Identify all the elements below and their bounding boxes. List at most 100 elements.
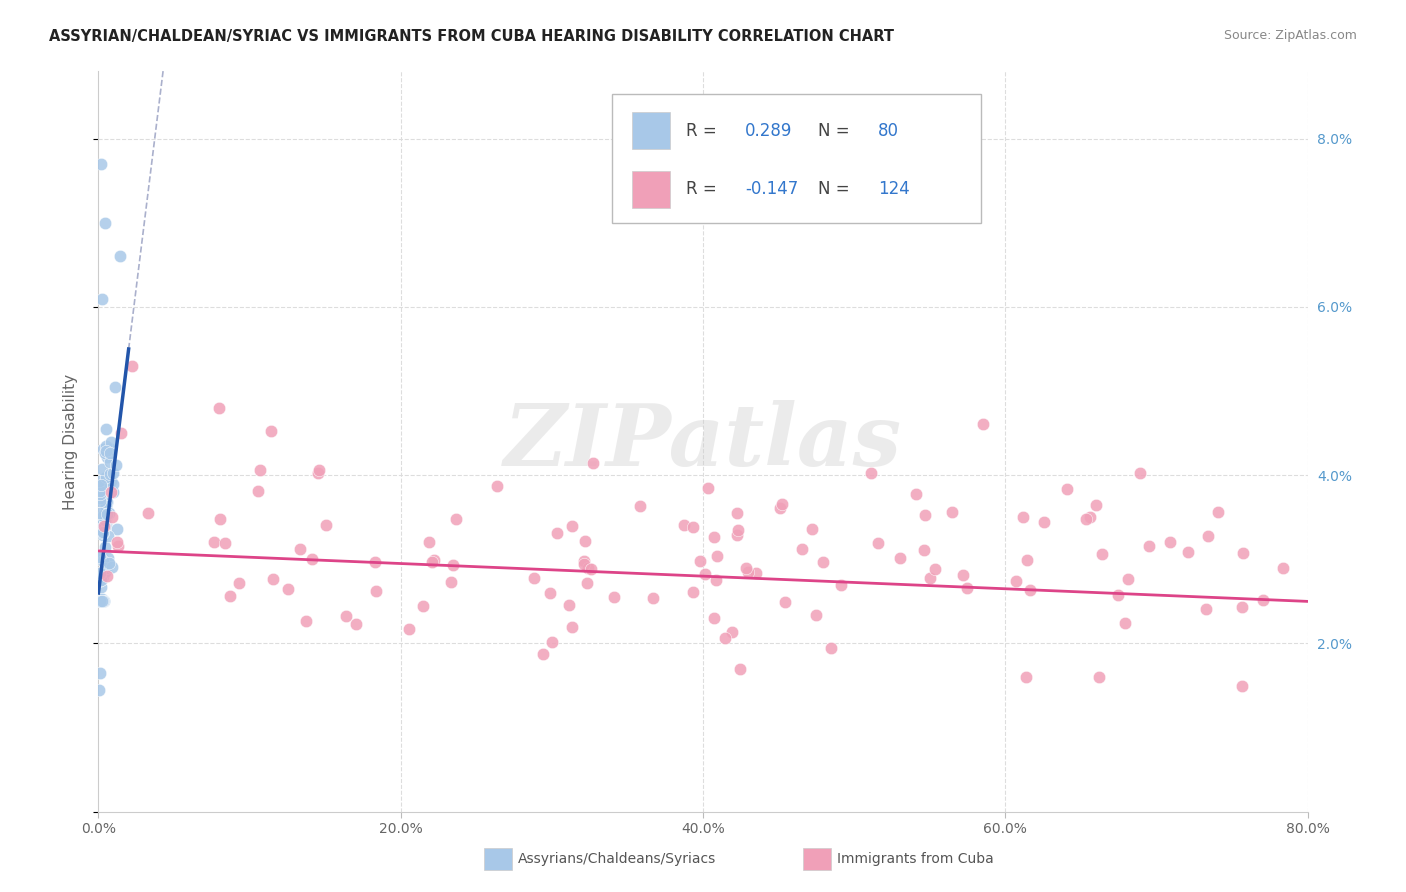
- Point: [1108, 588, 1130, 602]
- Point: [219, 589, 242, 603]
- Point: [1137, 539, 1160, 553]
- Point: [703, 530, 725, 544]
- Point: [91, 509, 114, 524]
- Point: [228, 576, 250, 591]
- Point: [89, 507, 111, 521]
- Point: [90, 594, 112, 608]
- Point: [90, 461, 112, 475]
- Point: [89, 491, 111, 505]
- Point: [412, 599, 434, 614]
- Point: [546, 525, 568, 540]
- Point: [91, 594, 114, 608]
- Point: [89, 494, 111, 508]
- Point: [792, 542, 814, 557]
- Point: [121, 359, 143, 373]
- Point: [725, 528, 748, 542]
- Point: [90, 594, 112, 608]
- Point: [830, 578, 852, 592]
- Point: [1017, 553, 1039, 567]
- Point: [952, 568, 974, 582]
- Point: [98, 455, 121, 469]
- Point: [575, 576, 598, 591]
- Point: [93, 528, 115, 542]
- Point: [1128, 466, 1150, 480]
- Point: [1091, 547, 1114, 561]
- Point: [1019, 582, 1042, 597]
- Point: [100, 474, 122, 488]
- Point: [89, 682, 111, 697]
- Point: [93, 525, 115, 540]
- Point: [87, 474, 110, 488]
- Point: [1012, 510, 1035, 524]
- Point: [602, 591, 624, 605]
- Point: [108, 250, 131, 264]
- Point: [101, 510, 124, 524]
- Point: [97, 557, 120, 571]
- Point: [956, 581, 979, 595]
- Point: [582, 456, 605, 470]
- Point: [89, 574, 111, 588]
- Point: [1272, 561, 1295, 575]
- Point: [398, 622, 420, 636]
- Point: [581, 562, 603, 576]
- Point: [94, 517, 117, 532]
- Point: [1194, 602, 1216, 616]
- Point: [628, 499, 651, 513]
- Point: [972, 417, 994, 431]
- Point: [98, 467, 121, 481]
- Point: [91, 523, 114, 537]
- Point: [441, 558, 464, 572]
- Point: [1088, 670, 1111, 684]
- Point: [94, 509, 117, 524]
- Point: [769, 500, 792, 515]
- Point: [912, 543, 935, 558]
- Point: [813, 555, 835, 569]
- Point: [538, 586, 561, 600]
- Point: [249, 463, 271, 477]
- Point: [93, 442, 115, 457]
- Point: [1114, 616, 1136, 631]
- Point: [89, 665, 111, 680]
- Point: [308, 463, 330, 477]
- Point: [294, 614, 316, 628]
- Point: [420, 555, 443, 569]
- Point: [1232, 679, 1254, 693]
- Text: Source: ZipAtlas.com: Source: ZipAtlas.com: [1223, 29, 1357, 42]
- Point: [90, 580, 112, 594]
- Point: [96, 439, 118, 453]
- Point: [90, 478, 112, 492]
- Point: [574, 557, 596, 571]
- Point: [247, 484, 270, 499]
- Point: [96, 569, 118, 583]
- Point: [96, 470, 118, 484]
- Point: [93, 594, 115, 608]
- Point: [737, 565, 759, 579]
- Point: [90, 550, 112, 565]
- Point: [96, 450, 118, 464]
- Text: -0.147: -0.147: [745, 180, 799, 198]
- Text: ASSYRIAN/CHALDEAN/SYRIAC VS IMMIGRANTS FROM CUBA HEARING DISABILITY CORRELATION : ASSYRIAN/CHALDEAN/SYRIAC VS IMMIGRANTS F…: [49, 29, 894, 44]
- Text: ZIPatlas: ZIPatlas: [503, 400, 903, 483]
- Point: [1159, 534, 1181, 549]
- Point: [889, 550, 911, 565]
- Point: [89, 566, 111, 581]
- Point: [100, 485, 122, 500]
- Point: [98, 445, 121, 459]
- Point: [98, 507, 121, 521]
- Point: [773, 595, 796, 609]
- Point: [89, 485, 111, 500]
- Point: [91, 553, 114, 567]
- Point: [1078, 509, 1101, 524]
- Point: [335, 609, 357, 624]
- Point: [208, 401, 231, 415]
- Point: [90, 574, 112, 588]
- Point: [89, 549, 111, 564]
- Point: [868, 536, 890, 550]
- Point: [1251, 593, 1274, 607]
- Text: 80: 80: [879, 122, 900, 140]
- Text: Assyrians/Chaldeans/Syriacs: Assyrians/Chaldeans/Syriacs: [517, 852, 716, 866]
- Point: [91, 594, 114, 608]
- Point: [682, 520, 704, 534]
- Point: [214, 536, 236, 550]
- Point: [94, 507, 117, 521]
